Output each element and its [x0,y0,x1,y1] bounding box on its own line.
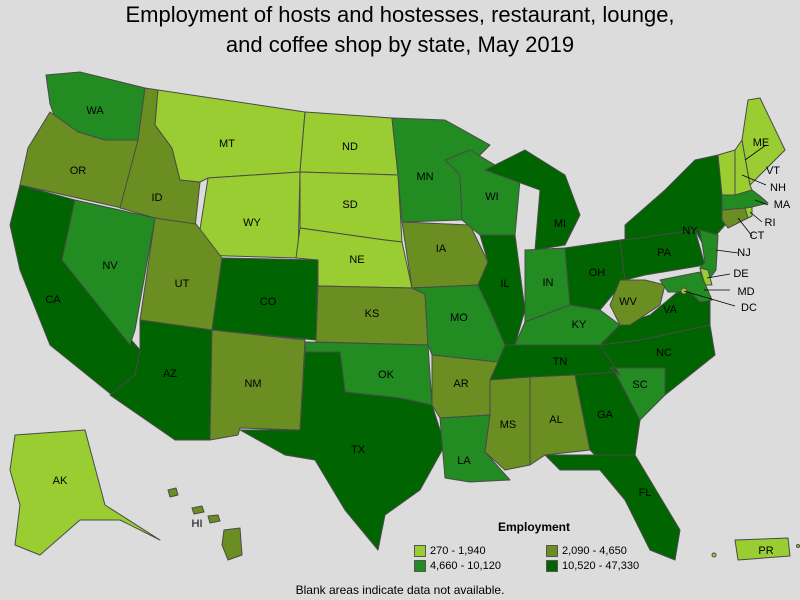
state-label-sc: SC [632,379,647,391]
state-label-ga: GA [597,409,614,421]
state-tx[interactable] [239,351,446,551]
state-label-mt: MT [219,138,235,150]
state-label-ms: MS [500,419,517,431]
state-oh[interactable] [564,239,626,311]
state-md[interactable] [659,271,713,303]
map-title: Employment of hosts and hostesses, resta… [0,0,800,60]
state-ny[interactable] [624,154,726,249]
state-label-il: IL [500,278,509,290]
state-label-md: MD [737,286,754,298]
legend-label: 270 - 1,940 [430,545,486,557]
state-label-mn: MN [416,171,433,183]
state-fl[interactable] [544,454,681,561]
legend-item: 4,660 - 10,120 [414,559,546,573]
state-label-tx: TX [351,444,366,456]
state-label-pr: PR [758,545,773,557]
state-label-nd: ND [342,141,358,153]
map-title-line2: and coffee shop by state, May 2019 [225,32,575,57]
state-label-sd: SD [342,199,357,211]
legend-label: 4,660 - 10,120 [430,560,501,572]
state-label-co: CO [260,296,277,308]
state-label-va: VA [663,304,678,316]
state-label-id: ID [152,192,163,204]
state-label-la: LA [457,455,471,467]
state-label-mi: MI [554,218,566,230]
state-al[interactable] [529,374,591,466]
state-label-ia: IA [436,243,447,255]
state-label-de: DE [733,268,748,280]
state-label-nj: NJ [737,247,750,259]
legend-item: 10,520 - 47,330 [546,559,696,573]
legend-swatch [546,560,558,572]
state-label-ut: UT [175,278,190,290]
state-label-tn: TN [553,356,568,368]
state-label-al: AL [549,414,562,426]
state-nv[interactable] [61,199,156,346]
state-label-me: ME [753,137,770,149]
state-label-ct: CT [750,230,765,242]
footnote: Blank areas indicate data not available. [295,583,505,597]
legend-swatch [414,545,426,557]
state-label-ma: MA [774,199,791,211]
state-ct[interactable] [721,207,749,229]
state-wv[interactable] [609,279,666,326]
state-pr[interactable] [711,537,800,561]
legend-title: Employment [498,520,571,534]
state-label-ky: KY [572,319,587,331]
legend-label: 10,520 - 47,330 [562,560,640,572]
state-label-fl: FL [639,487,652,499]
legend-swatch [414,560,426,572]
state-nh[interactable] [734,139,753,196]
state-label-or: OR [70,165,87,177]
state-mt[interactable] [154,89,306,183]
state-label-nv: NV [102,260,118,272]
state-label-ks: KS [365,308,380,320]
legend-items: 270 - 1,940 2,090 - 4,650 4,660 - 10,120… [414,544,694,573]
state-label-nm: NM [244,378,261,390]
state-label-mo: MO [450,312,468,324]
state-label-hi: HI [192,518,203,530]
state-ia[interactable] [401,221,489,289]
states-layer [9,71,800,561]
map-title-line1: Employment of hosts and hostesses, resta… [125,2,675,27]
state-label-ri: RI [765,217,776,229]
leader-lines [683,144,769,307]
state-label-pa: PA [657,247,672,259]
state-label-nh: NH [770,182,786,194]
state-label-ca: CA [45,294,61,306]
labels-layer: WA OR CA NV ID MT WY UT AZ CO NM ND SD N… [45,105,791,557]
state-label-wi: WI [485,191,498,203]
state-label-ar: AR [453,378,468,390]
state-label-wv: WV [619,296,637,308]
legend-item: 270 - 1,940 [414,544,546,558]
state-label-in: IN [543,277,554,289]
state-mi[interactable] [484,149,581,251]
state-label-ok: OK [378,369,395,381]
state-label-wy: WY [243,217,261,229]
state-nm[interactable] [209,329,306,441]
state-label-vt: VT [766,165,780,177]
state-hi[interactable] [167,487,243,561]
state-label-ny: NY [682,225,698,237]
state-label-az: AZ [163,368,177,380]
state-label-ak: AK [53,475,68,487]
state-ak[interactable] [9,429,161,556]
state-label-nc: NC [656,347,672,359]
state-label-oh: OH [589,267,606,279]
state-label-dc: DC [741,302,757,314]
legend-item: 2,090 - 4,650 [546,544,696,558]
map-legend: Employment 270 - 1,940 2,090 - 4,650 4,6… [414,520,694,573]
state-label-ne: NE [349,254,364,266]
legend-swatch [546,545,558,557]
state-label-wa: WA [86,105,104,117]
legend-label: 2,090 - 4,650 [562,545,627,557]
